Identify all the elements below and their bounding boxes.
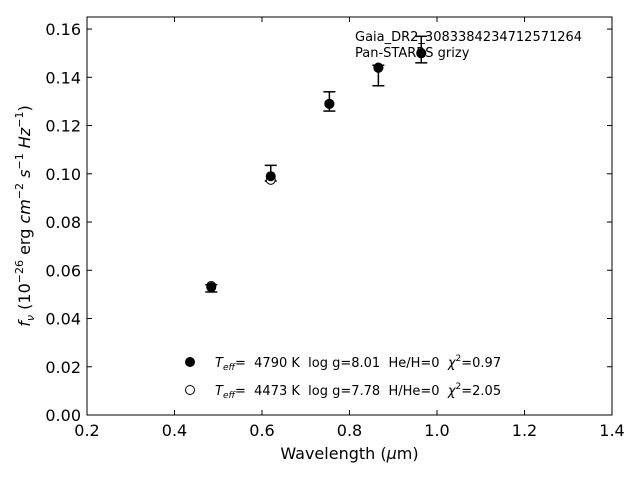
legend-marker-open bbox=[185, 385, 195, 395]
legend-entry-1: Teff= 4790 K log g=8.01 He/H=0 χ2=0.97 bbox=[215, 354, 501, 373]
y-tick-label: 0.16 bbox=[45, 20, 81, 39]
y-tick-label: 0.14 bbox=[45, 68, 81, 87]
y-axis: 0.00 0.02 0.04 0.06 0.08 0.10 0.12 0.14 0.16 bbox=[45, 20, 612, 425]
x-tick-label: 1.2 bbox=[512, 421, 537, 440]
legend: Teff= 4790 K log g=8.01 He/H=0 χ2=0.97 T… bbox=[185, 354, 501, 401]
x-tick-label: 0.6 bbox=[249, 421, 274, 440]
point-filled bbox=[324, 98, 335, 109]
error-bars bbox=[205, 35, 428, 293]
point-filled bbox=[206, 282, 217, 293]
x-tick-label: 0.8 bbox=[337, 421, 362, 440]
y-axis-label: fν (10−26 erg cm−2 s−1 Hz−1) bbox=[13, 105, 37, 326]
data-points bbox=[206, 48, 427, 293]
y-tick-label: 0.06 bbox=[45, 261, 81, 280]
y-tick-label: 0.04 bbox=[45, 310, 81, 329]
x-axis-label: Wavelength (µm) bbox=[280, 444, 418, 463]
y-tick-label: 0.10 bbox=[45, 165, 81, 184]
y-tick-label: 0.08 bbox=[45, 213, 81, 232]
y-tick-label: 0.02 bbox=[45, 358, 81, 377]
x-tick-label: 0.2 bbox=[74, 421, 99, 440]
x-tick-label: 1.4 bbox=[599, 421, 624, 440]
y-tick-label: 0.12 bbox=[45, 117, 81, 136]
x-tick-label: 1.0 bbox=[424, 421, 449, 440]
x-tick-label: 0.4 bbox=[162, 421, 187, 440]
legend-marker-filled bbox=[185, 357, 195, 367]
annotation-object-id: Gaia_DR2_3083384234712571264 bbox=[355, 30, 582, 45]
point-filled bbox=[416, 48, 427, 59]
x-axis: 0.2 0.4 0.6 0.8 1.0 1.2 1.4 bbox=[74, 17, 625, 440]
point-filled bbox=[373, 62, 384, 73]
point-filled bbox=[265, 171, 276, 182]
legend-entry-2: Teff= 4473 K log g=7.78 H/He=0 χ2=2.05 bbox=[215, 382, 501, 401]
annotation-survey: Pan-STARRS grizy bbox=[355, 46, 470, 61]
y-tick-label: 0.00 bbox=[45, 406, 81, 425]
